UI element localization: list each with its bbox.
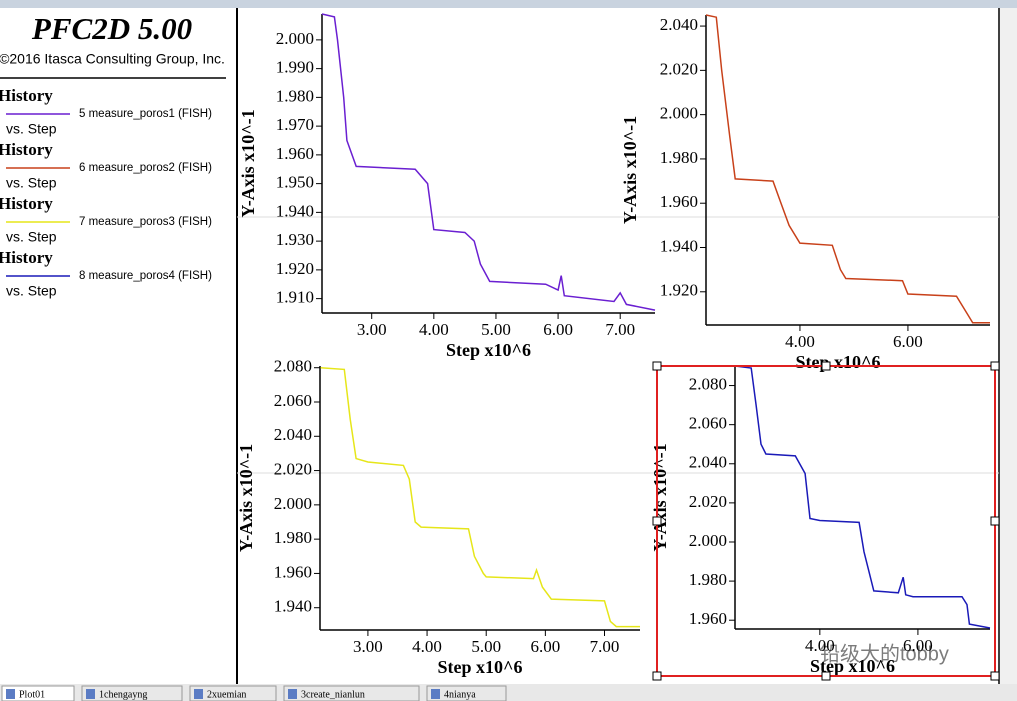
x-tick-label: 7.00	[590, 637, 620, 656]
y-tick-label: 2.020	[689, 492, 727, 511]
x-tick-label: 6.00	[530, 637, 560, 656]
selection-handle[interactable]	[652, 671, 662, 681]
legend-sub: vs. Step	[6, 229, 57, 245]
y-tick-label: 2.020	[274, 459, 312, 478]
tab[interactable]	[283, 685, 420, 701]
y-axis-label: Y-Axis x10^-1	[236, 444, 256, 552]
y-tick-label: 2.060	[274, 391, 312, 410]
x-tick-label: 3.00	[357, 320, 387, 339]
y-tick-label: 1.940	[276, 201, 314, 220]
legend-name: 5 measure_poros1 (FISH)	[79, 108, 212, 120]
tab[interactable]	[81, 685, 183, 701]
y-tick-label: 1.980	[689, 570, 727, 589]
app-title: PFC2D 5.00	[31, 11, 192, 46]
x-tick-label: 4.00	[805, 636, 835, 655]
y-tick-label: 1.980	[660, 148, 698, 167]
tab-label[interactable]: 4nianya	[444, 689, 476, 700]
y-axis-label: Y-Axis x10^-1	[620, 116, 640, 224]
y-axis-label: Y-Axis x10^-1	[650, 443, 670, 551]
x-axis-label: Step x10^6	[796, 352, 881, 372]
x-axis-label: Step x10^6	[438, 657, 523, 677]
y-tick-label: 1.910	[276, 288, 314, 307]
y-tick-label: 1.980	[276, 86, 314, 105]
x-tick-label: 5.00	[471, 637, 501, 656]
selection-handle[interactable]	[821, 671, 831, 681]
tab-icon	[431, 689, 440, 699]
x-axis-label: Step x10^6	[446, 340, 531, 360]
history-line	[320, 366, 640, 628]
selection-handle[interactable]	[990, 516, 1000, 526]
history-line	[321, 13, 656, 311]
y-tick-label: 2.080	[274, 357, 312, 376]
x-tick-label: 6.00	[893, 332, 923, 351]
y-tick-label: 2.000	[660, 104, 698, 123]
tab-label[interactable]: 3create_nianlun	[301, 689, 365, 700]
tab-icon	[86, 689, 95, 699]
y-tick-label: 1.960	[660, 192, 698, 211]
y-tick-label: 1.960	[274, 562, 312, 581]
tab-icon	[194, 689, 203, 699]
x-tick-label: 7.00	[605, 320, 635, 339]
x-tick-label: 3.00	[353, 637, 383, 656]
y-tick-label: 1.920	[276, 259, 314, 278]
x-tick-label: 4.00	[419, 320, 449, 339]
y-tick-label: 2.020	[660, 59, 698, 78]
y-tick-label: 1.990	[276, 58, 314, 77]
tab-label[interactable]: 2xuemian	[207, 689, 246, 700]
y-tick-label: 1.950	[276, 173, 314, 192]
y-tick-label: 2.000	[689, 531, 727, 550]
legend-name: 6 measure_poros2 (FISH)	[79, 162, 212, 174]
x-tick-label: 4.00	[412, 637, 442, 656]
y-tick-label: 1.960	[276, 144, 314, 163]
title-bar	[0, 0, 1017, 8]
selection-handle[interactable]	[990, 361, 1000, 371]
legend-sub: vs. Step	[6, 283, 57, 299]
y-tick-label: 1.970	[276, 115, 314, 134]
y-tick-label: 2.080	[689, 374, 727, 393]
tab[interactable]	[1, 685, 75, 701]
copyright: ©2016 Itasca Consulting Group, Inc.	[0, 51, 225, 67]
x-tick-label: 6.00	[543, 320, 573, 339]
y-tick-label: 2.040	[274, 425, 312, 444]
legend-title: History	[0, 86, 53, 105]
y-tick-label: 2.000	[276, 29, 314, 48]
selection-handle[interactable]	[652, 516, 662, 526]
y-axis-label: Y-Axis x10^-1	[238, 109, 258, 217]
x-axis-label: Step x10^6	[810, 656, 895, 676]
y-tick-label: 2.040	[689, 453, 727, 472]
tab-icon	[6, 689, 15, 699]
y-tick-label: 1.930	[276, 230, 314, 249]
legend-sub: vs. Step	[6, 121, 57, 137]
legend-title: History	[0, 248, 53, 267]
y-tick-label: 1.980	[274, 528, 312, 547]
tab-label[interactable]: Plot01	[19, 689, 45, 700]
legend-title: History	[0, 194, 53, 213]
x-tick-label: 4.00	[785, 332, 815, 351]
tab[interactable]	[189, 685, 277, 701]
legend-title: History	[0, 140, 53, 159]
selection-handle[interactable]	[821, 361, 831, 371]
watermark: 铅级大的tobby	[820, 642, 949, 665]
history-line	[734, 365, 991, 629]
y-tick-label: 1.940	[660, 236, 698, 255]
history-line	[705, 14, 990, 324]
legend-name: 7 measure_poros3 (FISH)	[79, 216, 212, 228]
y-tick-label: 2.000	[274, 494, 312, 513]
y-tick-label: 1.920	[660, 281, 698, 300]
legend-sub: vs. Step	[6, 175, 57, 191]
side-panel	[1000, 8, 1017, 684]
tab-label[interactable]: 1chengayng	[99, 689, 147, 700]
selection-handle[interactable]	[652, 361, 662, 371]
selection-handle[interactable]	[990, 671, 1000, 681]
y-tick-label: 2.040	[660, 15, 698, 34]
tab-icon	[288, 689, 297, 699]
tab[interactable]	[426, 685, 507, 701]
y-tick-label: 2.060	[689, 414, 727, 433]
legend-name: 8 measure_poros4 (FISH)	[79, 270, 212, 282]
y-tick-label: 1.940	[274, 597, 312, 616]
x-tick-label: 6.00	[903, 636, 933, 655]
x-tick-label: 5.00	[481, 320, 511, 339]
y-tick-label: 1.960	[689, 609, 727, 628]
